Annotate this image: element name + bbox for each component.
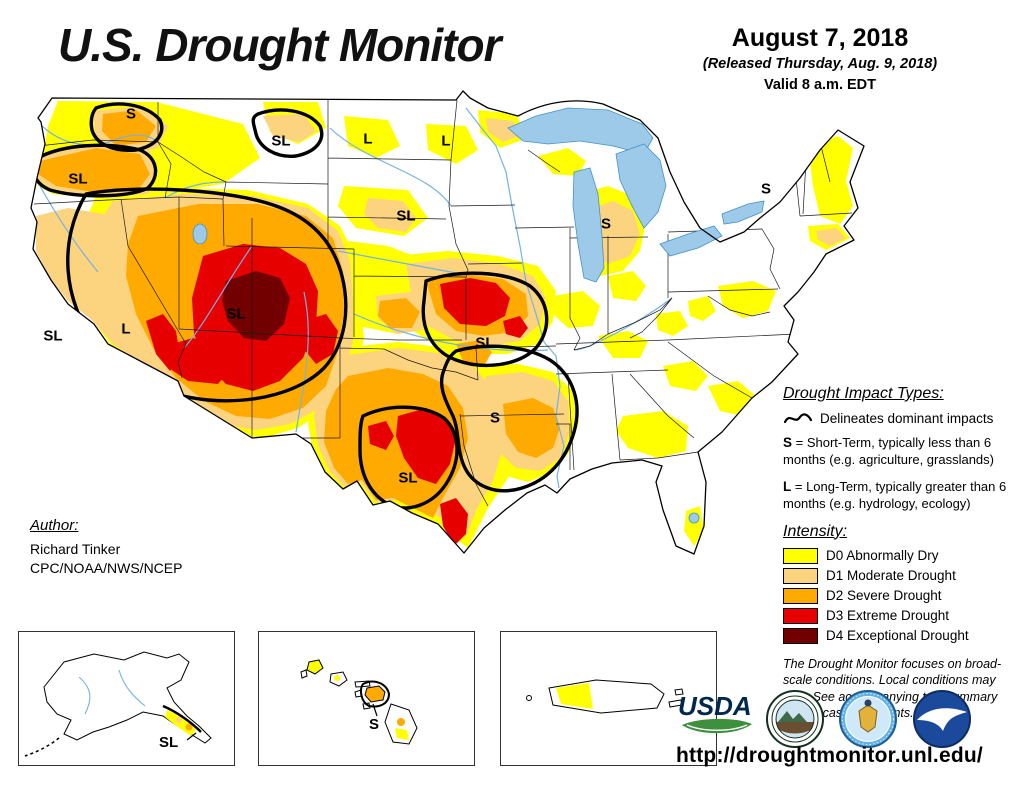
commerce-seal-logo bbox=[839, 690, 897, 748]
d2-swatch bbox=[783, 587, 818, 604]
alaska-impact-label: SL bbox=[159, 734, 179, 751]
map-label: SL bbox=[271, 132, 291, 150]
legend-row-d3: D3 Extreme Drought bbox=[783, 607, 1019, 624]
map-label: SL bbox=[396, 207, 416, 225]
d3-swatch bbox=[783, 607, 818, 624]
hawaii-map bbox=[300, 659, 418, 745]
map-label: SL bbox=[398, 469, 418, 487]
author-org: CPC/NOAA/NWS/NCEP bbox=[30, 560, 183, 576]
d1-label: D1 Moderate Drought bbox=[826, 568, 956, 584]
d3-label: D3 Extreme Drought bbox=[826, 608, 950, 624]
d2-label: D2 Severe Drought bbox=[826, 588, 942, 604]
legend-row-d4: D4 Exceptional Drought bbox=[783, 627, 1019, 644]
legend-row-d1: D1 Moderate Drought bbox=[783, 567, 1019, 584]
svg-text:USDA: USDA bbox=[678, 692, 752, 721]
author-name: Richard Tinker bbox=[30, 541, 121, 557]
drought-d3-layer bbox=[146, 244, 528, 546]
noaa-logo bbox=[913, 690, 971, 748]
conus-map: S SL SL L L SL SL L SL SL S SL S S bbox=[8, 86, 868, 626]
author-heading: Author: bbox=[30, 517, 79, 534]
d0-label: D0 Abnormally Dry bbox=[826, 548, 939, 564]
hawaii-inset: S bbox=[258, 631, 475, 766]
delineation-curve-icon bbox=[783, 413, 813, 424]
valid-time: Valid 8 a.m. EDT bbox=[763, 77, 876, 93]
d4-label: D4 Exceptional Drought bbox=[826, 628, 969, 644]
alaska-inset: SL bbox=[18, 631, 235, 766]
short-term-definition: S = Short-Term, typically less than 6 mo… bbox=[783, 435, 994, 467]
hawaii-impact-label: S bbox=[369, 716, 380, 733]
intensity-heading: Intensity: bbox=[783, 522, 848, 540]
long-term-definition: L = Long-Term, typically greater than 6 … bbox=[783, 478, 1007, 511]
delineates-text: Delineates dominant impacts bbox=[820, 410, 994, 426]
hawaii-impact-curve bbox=[360, 680, 391, 708]
map-label: L bbox=[121, 320, 131, 338]
usda-logo: USDA bbox=[678, 692, 752, 734]
map-date: August 7, 2018 bbox=[731, 24, 909, 52]
map-label: S bbox=[125, 105, 137, 123]
d1-swatch bbox=[783, 567, 818, 584]
intensity-legend: D0 Abnormally Dry D1 Moderate Drought D2… bbox=[783, 547, 1019, 644]
map-label: S bbox=[489, 409, 501, 427]
drought-d4-layer bbox=[222, 271, 290, 341]
puerto-rico-map bbox=[526, 679, 684, 714]
rivers bbox=[39, 107, 673, 489]
legend-panel: Drought Impact Types: Delineates dominan… bbox=[783, 385, 1019, 722]
conus-map-svg bbox=[30, 90, 865, 555]
great-lakes bbox=[192, 107, 765, 524]
release-date: (Released Thursday, Aug. 9, 2018) bbox=[702, 56, 938, 72]
map-label: L bbox=[363, 130, 373, 148]
ndmc-logo bbox=[766, 690, 824, 748]
map-label: L bbox=[441, 132, 451, 150]
puerto-rico-inset bbox=[500, 631, 717, 766]
droughtmonitor-url-link[interactable]: http://droughtmonitor.unl.edu/ bbox=[676, 744, 983, 767]
map-label: SL bbox=[68, 170, 88, 188]
author-block: Author: Richard Tinker CPC/NOAA/NWS/NCEP bbox=[30, 517, 182, 576]
map-label: SL bbox=[226, 305, 246, 323]
page-title: U.S. Drought Monitor bbox=[58, 19, 501, 71]
legend-row-d0: D0 Abnormally Dry bbox=[783, 547, 1019, 564]
legend-row-d2: D2 Severe Drought bbox=[783, 587, 1019, 604]
d0-swatch bbox=[783, 547, 818, 564]
map-label: S bbox=[600, 215, 612, 233]
map-label: S bbox=[760, 180, 772, 198]
impact-delineation-curves bbox=[31, 102, 579, 510]
alaska-map bbox=[24, 651, 212, 757]
map-label: SL bbox=[475, 334, 495, 352]
delineates-row: Delineates dominant impacts bbox=[783, 410, 1019, 426]
alaska-impact-curve bbox=[162, 704, 202, 733]
map-label: SL bbox=[43, 327, 63, 345]
date-block: August 7, 2018 (Released Thursday, Aug. … bbox=[650, 24, 990, 93]
state-borders bbox=[33, 99, 853, 507]
us-outline bbox=[30, 90, 865, 555]
d4-swatch bbox=[783, 627, 818, 644]
impact-types-heading: Drought Impact Types: bbox=[783, 385, 944, 402]
aleutian-islands bbox=[24, 737, 60, 757]
